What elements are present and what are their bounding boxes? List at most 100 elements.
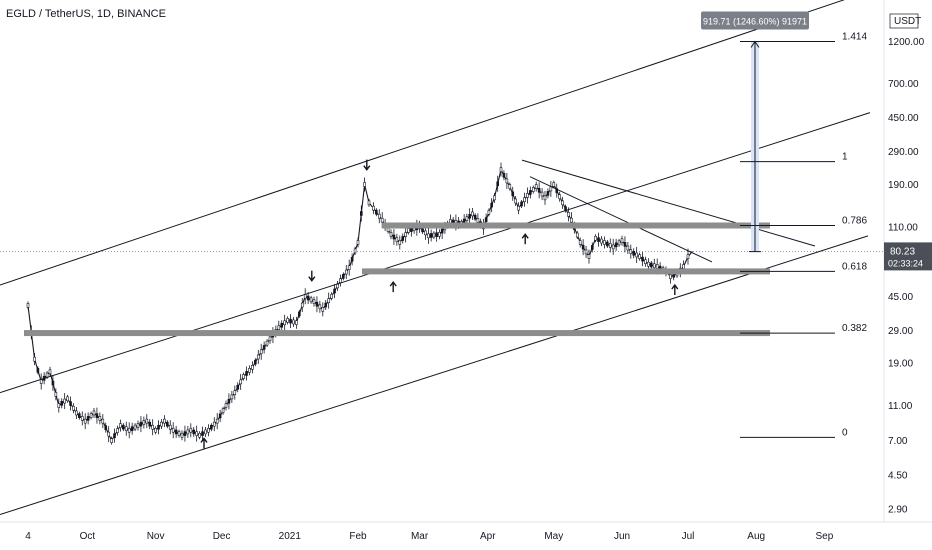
candle-body — [122, 424, 125, 430]
candle-body — [537, 188, 541, 193]
candle-body — [80, 416, 84, 421]
candle-body — [359, 211, 363, 216]
resistance-trendline — [521, 159, 816, 247]
candle-body — [163, 418, 166, 424]
x-tick-label: Mar — [411, 531, 429, 542]
candle-body — [92, 410, 96, 416]
candle-body — [534, 184, 538, 189]
candle-body — [471, 211, 474, 217]
candle-body — [623, 242, 627, 247]
candle-body — [57, 403, 61, 408]
candle-body — [195, 431, 198, 436]
candle-body — [95, 413, 99, 418]
candle-body — [363, 182, 366, 187]
y-tick-label: 45.00 — [888, 292, 913, 303]
candle-body — [277, 325, 281, 331]
candle-body — [614, 242, 618, 248]
candle-body — [171, 427, 175, 433]
candle-body — [75, 410, 78, 416]
candle-body — [51, 380, 55, 386]
candle-body — [230, 394, 234, 400]
candle-body — [330, 293, 333, 299]
candle-body — [367, 200, 371, 206]
candle-body — [166, 421, 169, 427]
candle-body — [69, 401, 72, 406]
candle-body — [148, 421, 152, 427]
candle-body — [594, 235, 597, 241]
y-tick-label: 11.00 — [888, 401, 913, 412]
candle-body — [555, 188, 559, 193]
candle-body — [309, 297, 313, 303]
channel-mid — [0, 112, 871, 394]
candle-body — [438, 232, 441, 237]
currency-box — [889, 13, 919, 29]
candle-body — [39, 379, 43, 384]
candle-body — [347, 265, 351, 271]
candle-body — [372, 205, 375, 211]
candle-body — [245, 371, 248, 376]
candle-body — [401, 236, 405, 241]
candle-body — [581, 244, 585, 250]
candle-body — [575, 232, 579, 238]
candle-body — [280, 322, 284, 328]
descending-trendline — [529, 176, 713, 263]
candle-body — [552, 182, 556, 187]
candle-body — [292, 319, 295, 325]
candle-body — [543, 195, 547, 201]
currency-label: USDT — [894, 16, 921, 27]
candle-body — [344, 269, 348, 275]
candle-body — [487, 210, 491, 215]
candle-body — [686, 254, 690, 259]
candle-body — [107, 431, 110, 437]
x-tick-label: Sep — [816, 531, 834, 542]
candle-body — [300, 302, 304, 308]
candle-body — [638, 254, 641, 259]
candle-body — [567, 212, 570, 217]
candle-body — [546, 191, 550, 196]
candle-body — [682, 264, 685, 269]
candle-body — [578, 240, 582, 245]
y-tick-label: 190.00 — [888, 180, 919, 191]
candle-body — [218, 413, 222, 419]
candle-body — [333, 288, 336, 294]
candle-body — [33, 356, 36, 362]
fib-label: 0.382 — [842, 323, 867, 334]
x-tick-label: 2021 — [279, 531, 302, 542]
candle-body — [224, 403, 228, 408]
candle-body — [142, 420, 146, 425]
candle-body — [236, 384, 240, 390]
y-tick-label: 2.90 — [888, 505, 908, 516]
price-axis[interactable]: 1200.00 700.00 450.00 290.00 190.00 110.00 45.… — [883, 0, 932, 550]
candle-body — [484, 217, 488, 222]
up-arrow — [671, 283, 679, 296]
candle-body — [380, 217, 384, 223]
candle-body — [499, 167, 503, 172]
symbol-title: EGLD / TetherUS, 1D, BINANCE — [6, 8, 166, 20]
candle-body — [392, 234, 396, 240]
channel-upper — [0, 0, 845, 286]
candle-body — [600, 238, 603, 244]
candle-body — [151, 424, 154, 430]
candle-body — [339, 278, 342, 283]
candle-series — [26, 162, 693, 445]
candle-body — [242, 374, 245, 379]
x-tick-label: Aug — [747, 531, 765, 542]
candle-body — [650, 262, 653, 268]
candle-body — [490, 202, 493, 208]
candle-body — [353, 248, 357, 254]
candle-body — [139, 421, 143, 427]
candle-body — [590, 245, 594, 250]
up-arrow — [521, 233, 529, 245]
candle-body — [435, 232, 438, 237]
up-arrow — [389, 280, 397, 293]
candle-body — [496, 181, 500, 187]
candle-body — [424, 230, 427, 236]
candle-body — [523, 197, 526, 202]
x-tick-label: Dec — [213, 531, 231, 542]
x-tick-label: Oct — [80, 531, 96, 542]
time-axis[interactable]: 4 Oct Nov Dec 2021 Feb Mar Apr May Jun Jul Aug Sep — [0, 521, 932, 550]
candle-body — [318, 304, 322, 310]
candle-body — [377, 213, 381, 219]
